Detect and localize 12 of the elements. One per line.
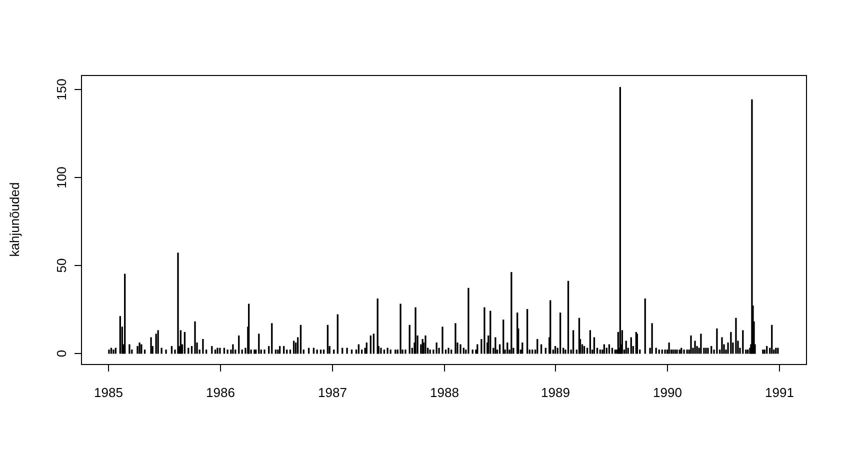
y-tick-label: 100 — [54, 166, 70, 188]
x-tick-label: 1985 — [94, 385, 123, 400]
y-tick-label: 150 — [54, 78, 70, 100]
y-tick-label: 50 — [54, 258, 70, 273]
x-tick-label: 1989 — [541, 385, 570, 400]
y-axis-title: kahjunõuded — [7, 182, 22, 257]
x-tick-label: 1991 — [765, 385, 794, 400]
x-tick-label: 1986 — [206, 385, 235, 400]
y-tick-label: 0 — [54, 350, 70, 358]
x-tick-label: 1987 — [318, 385, 347, 400]
x-tick-label: 1988 — [430, 385, 459, 400]
x-tick-label: 1990 — [653, 385, 682, 400]
